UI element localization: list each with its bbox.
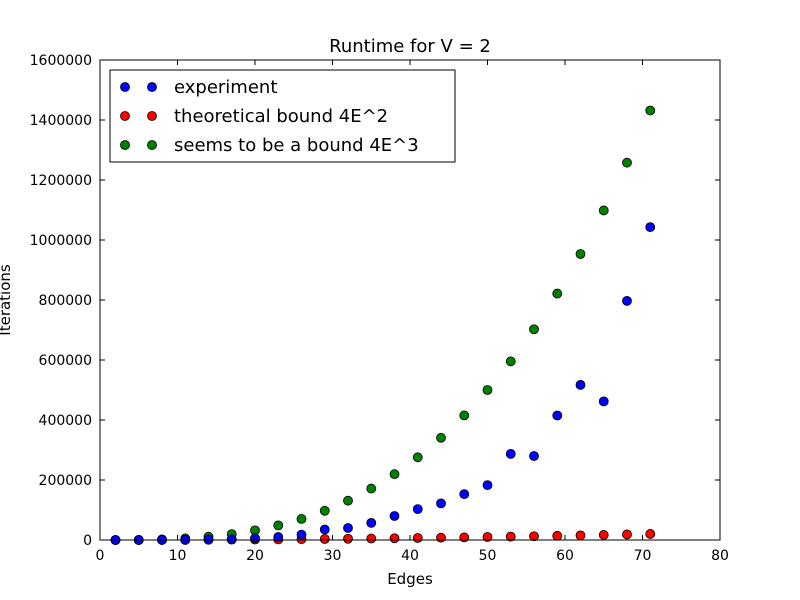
data-point-series-0	[505, 448, 516, 459]
y-tick-label: 800000	[39, 293, 92, 309]
data-point-series-1	[319, 534, 330, 544]
y-tick-label: 600000	[39, 353, 92, 369]
x-tick-label: 30	[324, 548, 342, 564]
data-point-series-2	[505, 356, 516, 367]
chart-title: Runtime for V = 2	[329, 36, 491, 57]
legend-box	[109, 69, 456, 163]
data-point-series-2	[412, 452, 423, 463]
y-tick-label: 1200000	[30, 173, 92, 189]
data-point-series-1	[622, 529, 632, 540]
x-tick-label: 70	[634, 548, 652, 564]
x-tick-label: 0	[96, 548, 105, 564]
data-point-series-1	[529, 531, 539, 542]
y-tick-label: 1000000	[30, 233, 92, 249]
data-point-series-1	[645, 529, 656, 539]
data-point-series-2	[273, 520, 284, 531]
data-point-series-0	[319, 524, 330, 535]
data-point-series-0	[552, 410, 563, 421]
x-tick-label: 60	[556, 548, 574, 564]
data-point-series-0	[459, 489, 470, 500]
data-point-series-2	[575, 249, 586, 259]
data-point-series-2	[319, 505, 330, 516]
data-point-series-2	[482, 385, 493, 395]
data-point-series-1	[436, 532, 446, 543]
data-point-series-2	[622, 157, 632, 168]
legend-marker-1	[147, 111, 157, 121]
data-point-series-0	[366, 518, 377, 528]
x-tick-label: 50	[479, 548, 497, 564]
x-axis-title: Edges	[387, 570, 433, 588]
legend-label-2: seems to be a bound 4E^3	[174, 135, 419, 156]
data-point-series-2	[389, 469, 400, 480]
data-point-series-0	[529, 451, 539, 461]
x-tick-label: 40	[401, 548, 419, 564]
data-point-series-1	[575, 530, 586, 541]
y-tick-label: 1400000	[30, 113, 92, 129]
data-point-series-2	[343, 495, 353, 506]
data-point-series-2	[529, 324, 539, 335]
data-point-series-1	[552, 530, 563, 541]
data-point-series-1	[598, 530, 609, 540]
data-point-series-0	[575, 379, 586, 390]
data-point-series-1	[389, 533, 400, 544]
data-point-series-2	[552, 288, 563, 299]
legend-marker-2	[120, 140, 130, 150]
data-point-series-0	[226, 534, 237, 544]
data-point-series-0	[622, 295, 632, 306]
axis-ticks: 0 10 20 30 40 50 60 70 80 0 200000 400000 600000 8000…	[30, 53, 729, 564]
legend-marker-0	[147, 82, 157, 92]
data-point-series-0	[645, 222, 656, 233]
y-axis-title: Iterations	[0, 264, 14, 336]
y-tick-label: 0	[83, 533, 92, 549]
legend-marker-0	[120, 82, 130, 92]
data-point-series-0	[482, 480, 493, 491]
data-point-series-2	[459, 410, 470, 421]
legend: experiment theoretical bound 4E^2 seems to…	[109, 69, 456, 163]
data-point-series-2	[645, 105, 656, 116]
data-point-series-2	[598, 205, 609, 216]
data-point-series-2	[436, 432, 446, 443]
data-point-series-0	[389, 511, 400, 521]
data-point-series-0	[412, 504, 423, 515]
data-point-series-0	[343, 523, 353, 533]
data-point-series-1	[366, 533, 377, 544]
data-point-series-0	[296, 529, 307, 540]
y-tick-label: 200000	[39, 473, 92, 489]
x-tick-label: 80	[711, 548, 729, 564]
data-point-series-1	[505, 531, 516, 542]
y-tick-label: 1600000	[30, 53, 92, 69]
data-point-series-1	[343, 533, 353, 544]
data-point-series-1	[412, 533, 423, 543]
x-tick-label: 10	[169, 548, 187, 564]
data-point-series-0	[436, 498, 446, 509]
legend-marker-1	[120, 111, 130, 121]
legend-label-0: experiment	[174, 77, 277, 98]
x-tick-label: 20	[246, 548, 264, 564]
legend-label-1: theoretical bound 4E^2	[174, 106, 388, 127]
data-point-series-0	[598, 396, 609, 407]
data-point-series-0	[273, 532, 284, 542]
data-point-series-2	[366, 483, 377, 494]
data-point-series-2	[296, 514, 307, 524]
legend-marker-2	[147, 140, 157, 150]
y-tick-label: 400000	[39, 413, 92, 429]
